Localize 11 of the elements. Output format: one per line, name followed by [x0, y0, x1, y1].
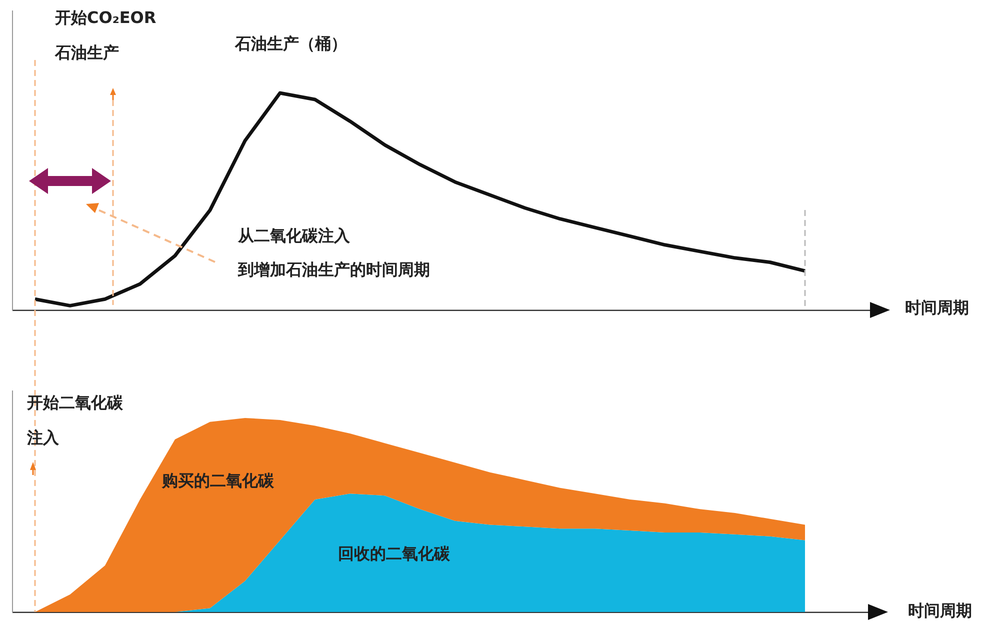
text: 石油生产（桶）	[235, 34, 347, 53]
series-label: 回收的二氧化碳	[338, 544, 450, 563]
text: 开始CO₂EOR	[55, 8, 156, 27]
text: 开始二氧化碳	[27, 393, 123, 412]
x-axis-title: 时间周期	[905, 298, 969, 317]
series-label: 购买的二氧化碳	[162, 471, 274, 490]
annotation: 从二氧化碳注入	[238, 226, 350, 245]
text: 石油生产	[55, 43, 119, 62]
annotation: 注入	[27, 428, 59, 447]
annotation: 到增加石油生产的时间周期	[238, 260, 430, 279]
x-axis-title: 时间周期	[908, 601, 972, 620]
